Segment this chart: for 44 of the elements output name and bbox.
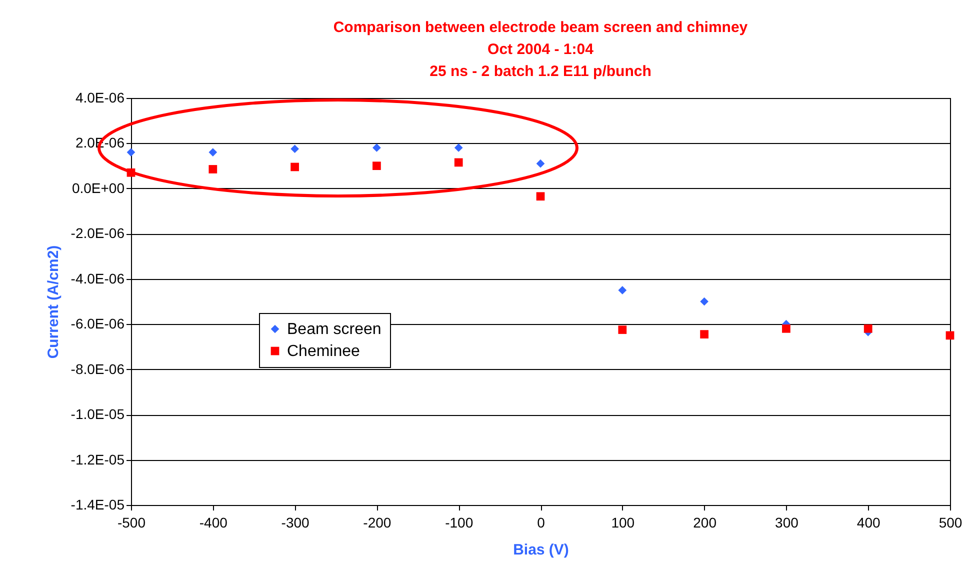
point	[700, 297, 708, 306]
x-tick-label: -400	[199, 514, 228, 530]
y-tick-label: -8.0E-06	[70, 360, 125, 377]
point	[372, 162, 381, 170]
x-tick-label: -500	[117, 514, 146, 530]
y-tick-label: -2.0E-06	[70, 225, 125, 242]
point	[290, 162, 299, 172]
y-axis-title: Current (A/cm2)	[44, 245, 62, 359]
x-tick-label: -300	[281, 514, 310, 530]
x-tick-label: 500	[938, 514, 962, 530]
y-tick-label: 4.0E-06	[75, 90, 125, 106]
point	[536, 192, 545, 201]
legend-label: Beam screen	[287, 321, 382, 338]
chart-subtitle: Oct 2004 - 1:04 25 ns - 2 batch 1.2 E11 p/bunch	[430, 41, 652, 80]
x-tick-label: 400	[856, 514, 880, 530]
point	[864, 324, 872, 333]
x-tick-label: 0	[537, 514, 546, 530]
chart-title: Comparison between electrode beam screen and chimney	[333, 19, 748, 36]
point	[290, 144, 299, 154]
legend-label: Cheminee	[287, 343, 360, 360]
y-tick-label: -6.0E-06	[70, 316, 125, 332]
point	[372, 144, 381, 152]
point	[454, 144, 463, 152]
y-tick-label: -1.4E-05	[70, 496, 125, 512]
point	[126, 148, 136, 156]
y-tick-label: 0.0E+00	[72, 180, 125, 196]
x-tick-label: 200	[693, 514, 717, 530]
point	[208, 165, 218, 174]
y-tick-label: -1.2E-05	[70, 451, 125, 468]
point	[454, 158, 463, 167]
point	[782, 324, 790, 333]
x-tick-label: -100	[445, 514, 474, 530]
x-tick-label: 100	[611, 514, 635, 530]
point	[208, 148, 218, 156]
y-tick-label: -1.0E-05	[70, 406, 125, 422]
x-tick-label: 300	[775, 514, 799, 530]
point	[618, 326, 627, 334]
point	[618, 286, 627, 294]
point	[700, 330, 708, 338]
point	[536, 159, 545, 168]
x-axis-title: Bias (V)	[513, 542, 569, 558]
point	[946, 331, 954, 340]
y-tick-label: -4.0E-06	[70, 270, 125, 286]
x-tick-label: -200	[363, 514, 392, 530]
